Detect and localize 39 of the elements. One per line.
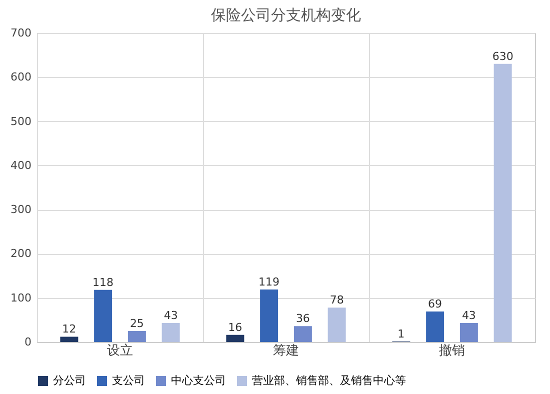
x-tick-label: 设立 xyxy=(107,342,133,358)
data-label: 36 xyxy=(296,312,310,326)
data-label: 16 xyxy=(228,320,242,334)
y-tick-label: 0 xyxy=(24,336,32,348)
y-tick-label: 400 xyxy=(10,158,32,172)
x-tick-label: 筹建 xyxy=(273,344,299,358)
legend-label: 分公司 xyxy=(53,374,86,387)
bar xyxy=(94,290,112,342)
bar xyxy=(294,326,312,342)
y-tick-label: 500 xyxy=(10,114,32,128)
bar xyxy=(226,334,244,342)
data-label: 69 xyxy=(428,298,442,311)
data-label: 12 xyxy=(62,322,76,336)
bar xyxy=(460,323,478,342)
y-tick-label: 100 xyxy=(10,291,32,304)
y-tick-label: 700 xyxy=(10,26,32,40)
legend-label: 支公司 xyxy=(112,374,145,387)
legend-label: 中心支公司 xyxy=(171,374,226,387)
y-tick-label: 200 xyxy=(10,247,32,260)
bar xyxy=(162,323,180,342)
bar xyxy=(260,289,278,342)
data-label: 630 xyxy=(492,50,514,63)
data-label: 43 xyxy=(164,309,178,322)
chart-title: 保险公司分支机构变化 xyxy=(211,6,361,24)
bar xyxy=(128,330,146,342)
data-label: 78 xyxy=(330,294,344,307)
bar xyxy=(60,336,78,342)
x-tick-label: 撤销 xyxy=(439,344,465,358)
bar xyxy=(494,64,512,342)
data-label: 1 xyxy=(398,328,405,341)
bar xyxy=(426,312,444,342)
y-tick-label: 300 xyxy=(10,203,32,216)
data-label: 25 xyxy=(130,316,144,330)
legend-label: 营业部、销售部、及销售中心等 xyxy=(252,374,406,387)
data-label: 43 xyxy=(462,309,476,322)
data-label: 119 xyxy=(258,275,280,288)
bar xyxy=(328,308,346,342)
y-tick-label: 600 xyxy=(10,70,32,84)
data-label: 118 xyxy=(92,276,114,289)
